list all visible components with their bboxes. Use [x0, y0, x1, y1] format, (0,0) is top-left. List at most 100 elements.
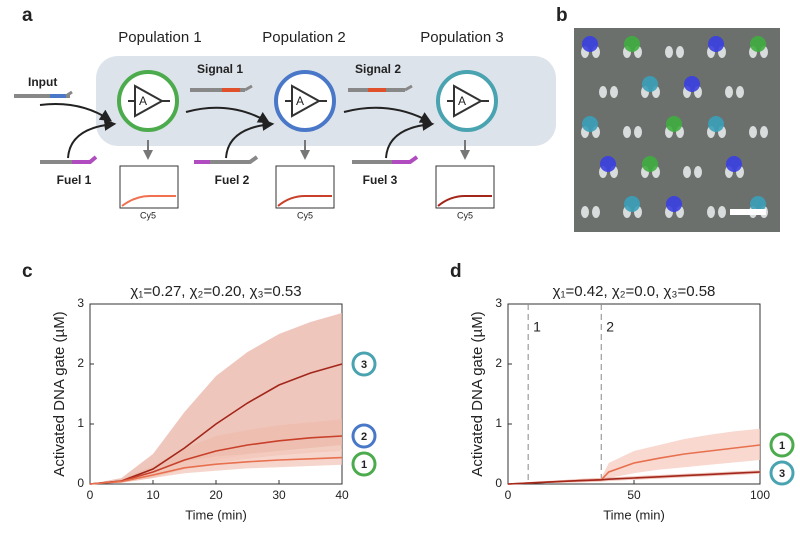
panel-label: a: [22, 5, 33, 26]
bead: [750, 36, 766, 52]
y-axis-label: Activated DNA gate (µM): [469, 311, 486, 476]
arrow: [185, 106, 271, 124]
droplet: [725, 86, 733, 98]
x-tick-label: 30: [272, 488, 286, 502]
readout-label: Cy5: [140, 210, 156, 220]
signal-label: Signal 2: [355, 62, 401, 76]
line: [507, 471, 761, 485]
legend-badge: [769, 460, 795, 486]
bead: [684, 76, 700, 92]
legend-badge: [769, 432, 795, 458]
population-label: Population 3: [420, 29, 503, 46]
droplet: [694, 166, 702, 178]
legend-badge: [351, 351, 377, 377]
population-label: Population 2: [262, 29, 345, 46]
panel-label: c: [22, 261, 33, 282]
strand-domain: [392, 155, 419, 164]
bead: [642, 156, 658, 172]
scale-bar: [730, 209, 766, 215]
droplet: [736, 86, 744, 98]
bead: [582, 36, 598, 52]
bead: [726, 156, 742, 172]
event-label: 2: [606, 319, 614, 335]
readout-plot: Cy5: [275, 140, 335, 220]
legend-label: 3: [779, 468, 785, 480]
droplet: [623, 126, 631, 138]
y-tick-label: 3: [77, 296, 84, 310]
micrograph: [574, 28, 780, 232]
readout-plot: Cy5: [435, 140, 495, 220]
legend-badge: [351, 423, 377, 449]
readout-label: Cy5: [457, 210, 473, 220]
y-tick-label: 2: [77, 356, 84, 370]
y-tick-label: 2: [495, 356, 502, 370]
droplet: [665, 46, 673, 58]
arrow: [39, 103, 112, 122]
y-tick-label: 3: [495, 296, 502, 310]
droplet: [707, 206, 715, 218]
droplet: [592, 206, 600, 218]
droplet: [581, 206, 589, 218]
bead: [624, 36, 640, 52]
chart-title: χ₁=0.42, χ₂=0.0, χ₃=0.58: [553, 283, 716, 300]
arrow: [343, 106, 433, 124]
readout-plot: Cy5: [119, 140, 179, 220]
droplet: [634, 126, 642, 138]
y-tick-label: 1: [495, 416, 502, 430]
strand: [244, 84, 253, 92]
x-tick-label: 40: [335, 488, 349, 502]
population-label: Population 1: [118, 29, 201, 46]
arrow: [385, 118, 435, 159]
chart-title: χ₁=0.27, χ₂=0.20, χ₃=0.53: [130, 283, 301, 300]
y-axis-label: Activated DNA gate (µM): [51, 311, 68, 476]
bead: [708, 116, 724, 132]
bead: [582, 116, 598, 132]
legend-label: 3: [361, 359, 367, 371]
fuel-label: Fuel 2: [215, 173, 250, 187]
amplifier: A: [274, 70, 336, 132]
legend-badge: [351, 451, 377, 477]
droplet: [599, 86, 607, 98]
line: [89, 456, 343, 485]
legend-label: 1: [779, 440, 785, 452]
bead: [600, 156, 616, 172]
bead: [666, 116, 682, 132]
strand: [210, 155, 259, 164]
amplifier: A: [117, 70, 179, 132]
line: [89, 435, 343, 485]
amplifier: A: [436, 70, 498, 132]
x-tick-label: 10: [146, 488, 160, 502]
circuit-diagram: Population 1 Population 2 Population 3 A…: [14, 29, 556, 220]
droplet: [760, 126, 768, 138]
band: [508, 428, 760, 484]
x-axis-label: Time (min): [603, 507, 665, 522]
arrow: [225, 118, 275, 159]
event-label: 1: [533, 319, 541, 335]
strand: [404, 84, 413, 92]
legend-label: 1: [361, 459, 367, 471]
bead: [624, 196, 640, 212]
y-tick-label: 0: [495, 476, 502, 490]
bead: [708, 36, 724, 52]
panel-label: b: [556, 5, 568, 26]
strand: [65, 90, 73, 98]
droplet: [676, 46, 684, 58]
input-label: Input: [28, 75, 57, 89]
droplet: [718, 206, 726, 218]
strand-domain: [72, 155, 98, 164]
panel-label: d: [450, 261, 462, 282]
bead: [750, 196, 766, 212]
line: [89, 363, 343, 485]
x-tick-label: 20: [209, 488, 223, 502]
amplifier-label: A: [139, 94, 147, 108]
y-tick-label: 0: [77, 476, 84, 490]
chart: χ₁=0.42, χ₂=0.0, χ₃=0.58 Time (min) Activa…: [469, 283, 795, 522]
y-tick-label: 1: [77, 416, 84, 430]
droplet: [610, 86, 618, 98]
fuel-label: Fuel 3: [363, 173, 398, 187]
arrow: [67, 118, 117, 159]
bead: [642, 76, 658, 92]
x-tick-label: 0: [87, 488, 94, 502]
amplifier-label: A: [296, 94, 304, 108]
